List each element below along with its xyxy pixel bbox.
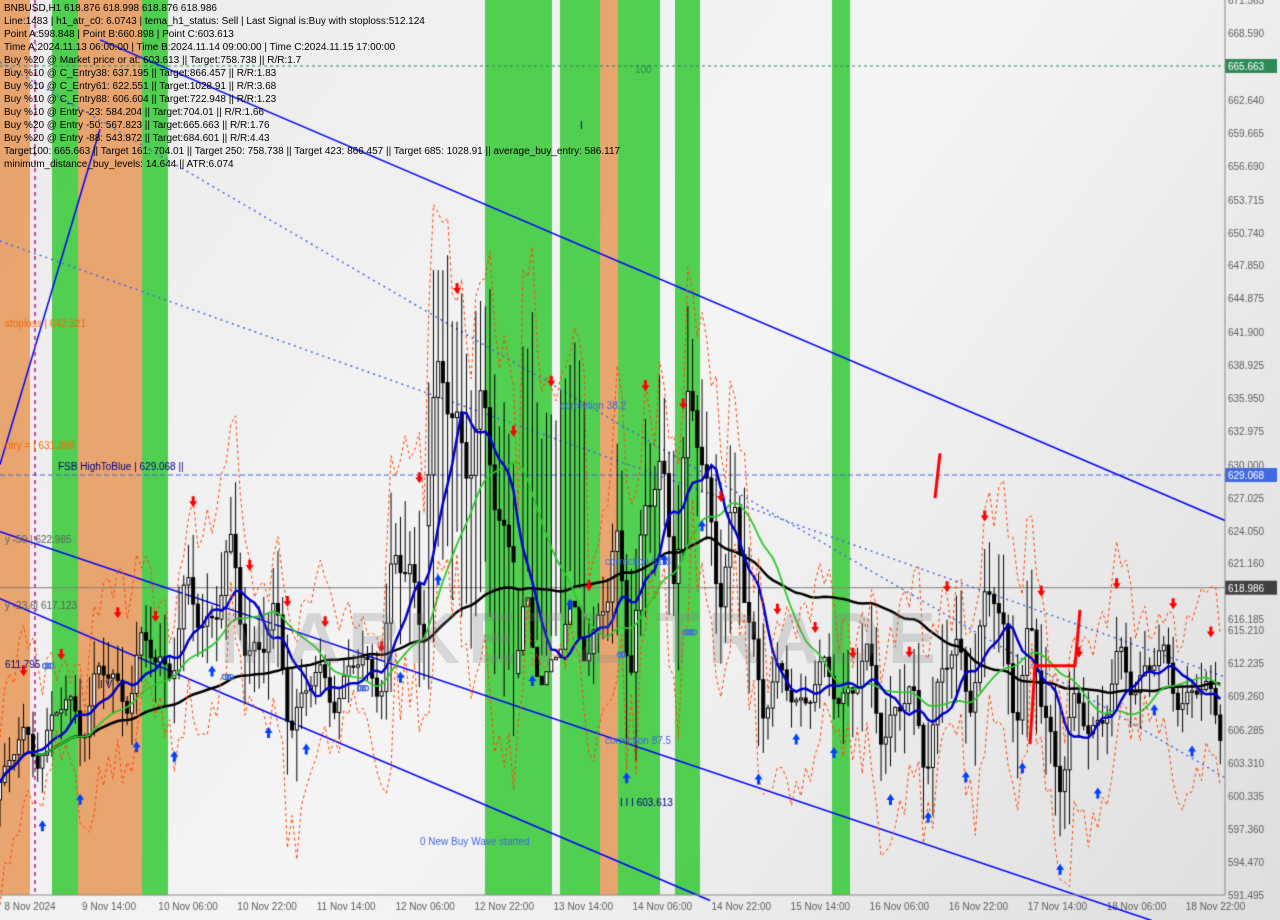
info-line-0: Line:1483 | h1_atr_c0: 6.0743 | tema_h1_… xyxy=(4,15,620,28)
info-line-4: Buy %10 @ C_Entry38: 637.195 || Target:8… xyxy=(4,67,620,80)
chart-container: BNBUSD,H1 618.876 618.998 618.876 618.98… xyxy=(0,0,1280,920)
info-line-2: Time A:2024.11.13 06:00:00 | Time B:2024… xyxy=(4,41,620,54)
info-line-11: minimum_distance_buy_levels: 14.644 || A… xyxy=(4,158,620,171)
symbol-line: BNBUSD,H1 618.876 618.998 618.876 618.98… xyxy=(4,2,620,15)
info-line-1: Point A:598.848 | Point B:660.898 | Poin… xyxy=(4,28,620,41)
info-line-9: Buy %20 @ Entry -88: 543.872 || Target:6… xyxy=(4,132,620,145)
info-line-8: Buy %20 @ Entry -50: 567.823 || Target:6… xyxy=(4,119,620,132)
info-line-3: Buy %20 @ Market price or at: 603.613 ||… xyxy=(4,54,620,67)
watermark-text: MARKETZ TRADE xyxy=(220,598,944,680)
info-line-7: Buy %10 @ Entry -23: 584.204 || Target:7… xyxy=(4,106,620,119)
info-line-10: Target100: 665.663 || Target 161: 704.01… xyxy=(4,145,620,158)
chart-info-panel: BNBUSD,H1 618.876 618.998 618.876 618.98… xyxy=(4,2,620,171)
info-line-5: Buy %10 @ C_Entry61: 622.551 || Target:1… xyxy=(4,80,620,93)
info-line-6: Buy %10 @ C_Entry88: 606.604 || Target:7… xyxy=(4,93,620,106)
